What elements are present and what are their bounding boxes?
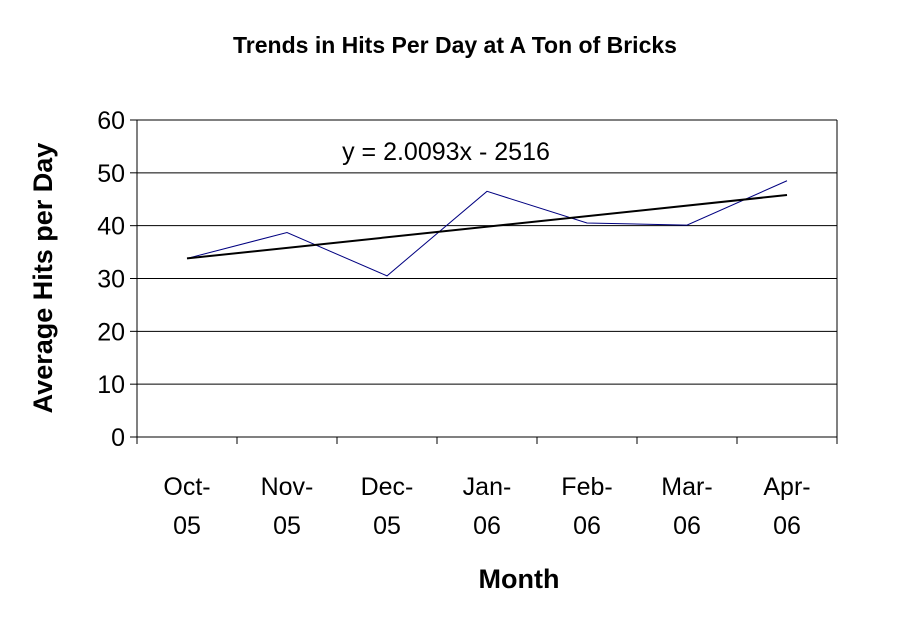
series [186,180,788,277]
y-tick-label: 50 [97,160,125,188]
y-tick-label: 0 [111,424,125,452]
x-tick-label: 05 [173,512,201,540]
x-tick-label: 06 [773,512,801,540]
gridlines [137,119,837,385]
x-tick-label: 05 [273,512,301,540]
y-tick-label: 60 [97,107,125,135]
x-tick-label: Nov- [261,473,314,501]
x-tick-label: 06 [473,512,501,540]
x-tick-label: Mar- [661,473,712,501]
x-tick-label: Apr- [763,473,810,501]
tick-labels: 0 10 20 30 40 50 60 Oct- 05 Nov- 05 Dec- 05 Jan- 06 Feb… [97,107,810,540]
x-tick-label: 05 [373,512,401,540]
y-tick-label: 20 [97,318,125,346]
trendline-equation: y = 2.0093x - 2516 [342,138,550,166]
y-axis-title: Average Hits per Day [28,143,58,414]
x-tick-label: Feb- [561,473,612,501]
chart-title: Trends in Hits Per Day at A Ton of Brick… [233,32,677,58]
x-tick-label: 06 [673,512,701,540]
x-tick-label: Oct- [163,473,210,501]
trendline [186,194,788,260]
series-line [186,180,788,277]
x-tick-label: 06 [573,512,601,540]
y-tick-label: 10 [97,371,125,399]
axes [130,119,838,444]
x-axis-title: Month [479,564,560,594]
x-tick-label: Jan- [463,473,512,501]
y-tick-label: 30 [97,266,125,294]
x-tick-label: Dec- [361,473,414,501]
y-tick-label: 40 [97,213,125,241]
